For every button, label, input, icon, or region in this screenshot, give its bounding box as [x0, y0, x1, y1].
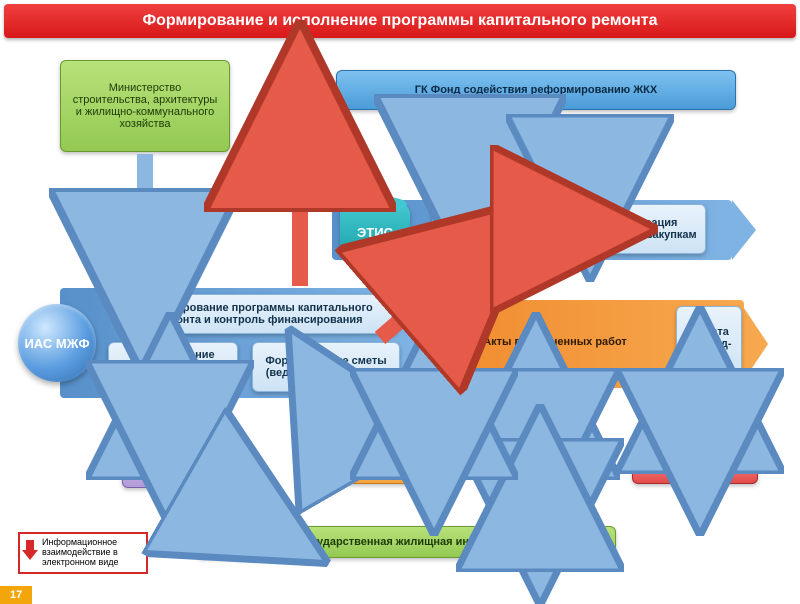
ministry-box: Министерство строительства, архитектуры …: [60, 60, 230, 152]
mgmt-box: Управляющая организация: [122, 448, 250, 488]
fond-box: ГК Фонд содействия реформированию ЖКХ: [336, 70, 736, 110]
estimate-box: Формирование сметы (ведомости ресурсов): [252, 342, 400, 392]
page-title: Формирование и исполнение программы капи…: [4, 4, 796, 38]
procurement-box: Регистрация сделок по закупкам: [580, 204, 706, 254]
payment-box: Оплата Подряд-чикам: [676, 306, 742, 382]
tech-box: Технадзор: [322, 456, 430, 484]
ias-label: ИАС МЖФ: [24, 336, 89, 351]
legend-text: Информационное взаимодействие в электрон…: [42, 537, 119, 567]
contractor-bottom-box: Подрядчик: [480, 456, 596, 484]
legend-box: Информационное взаимодействие в электрон…: [18, 532, 148, 574]
ias-sphere: ИАС МЖФ: [18, 304, 96, 382]
etis-cylinder: ЭТИС: [340, 204, 410, 260]
acts-label: Акты выполненных работ: [460, 326, 650, 358]
defect-box: Формирование дефектной ведомости: [108, 342, 238, 392]
page-number: 17: [0, 586, 32, 604]
resources-box: Ведомость ресурсов: [432, 204, 542, 254]
treasury-box: КАЗНАЧЕЙСТВО: [632, 456, 758, 484]
program-box: Формирование программы капитального ремо…: [120, 294, 398, 334]
etis-label: ЭТИС: [357, 225, 393, 240]
inspection-box: Государственная жилищная инспекция: [196, 526, 616, 558]
contractor-top-box: Подрядчик: [534, 140, 644, 170]
legend-arrow-icon: [23, 540, 37, 560]
